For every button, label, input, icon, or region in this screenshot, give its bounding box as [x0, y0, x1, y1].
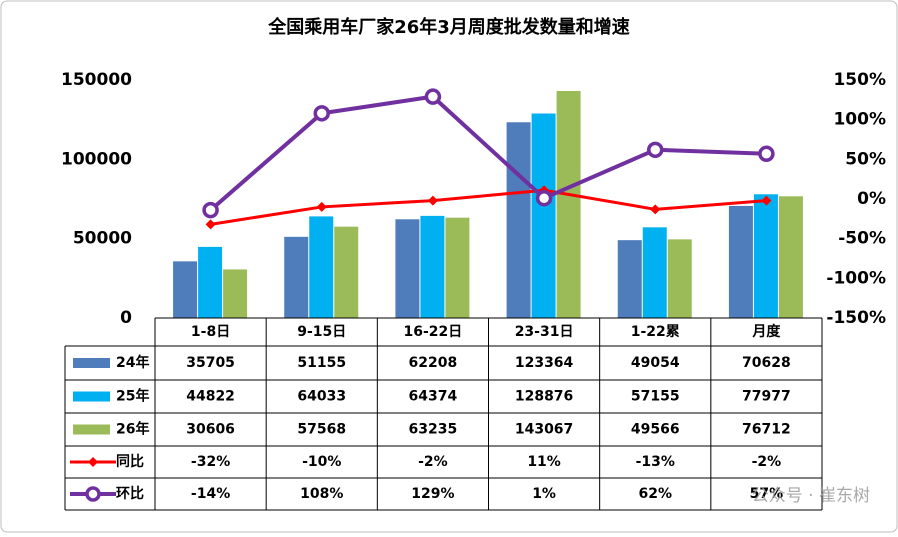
- table-cell: 44822: [186, 389, 235, 405]
- y-tick-label: 100000: [61, 149, 132, 169]
- bar: [753, 194, 778, 318]
- legend-label: 同比: [116, 453, 144, 470]
- legend-swatch: [73, 391, 110, 402]
- table-cell: -2%: [418, 454, 448, 470]
- marker: [535, 189, 553, 207]
- bar: [531, 113, 556, 318]
- marker: [202, 201, 219, 219]
- table-cell: 143067: [515, 422, 573, 438]
- table-cell: 49054: [631, 355, 680, 371]
- marker: [316, 201, 327, 212]
- table-cell: 123364: [515, 355, 574, 371]
- bar: [556, 91, 581, 318]
- table-cell: 64374: [409, 389, 458, 405]
- x-tick-label: 9-15日: [297, 324, 346, 340]
- marker: [427, 195, 438, 206]
- table-cell: 49566: [631, 422, 680, 438]
- y2-tick-label: 50%: [845, 149, 886, 169]
- legend-label: 环比: [116, 485, 144, 502]
- table-cell: 1%: [532, 486, 556, 502]
- bar: [445, 217, 470, 318]
- legend-marker: [85, 486, 101, 502]
- legend-label: 26年: [116, 421, 149, 438]
- table-cell: -14%: [191, 486, 230, 502]
- bar: [223, 269, 248, 318]
- marker: [313, 105, 330, 122]
- marker: [424, 88, 442, 105]
- x-tick-label: 1-8日: [191, 324, 230, 340]
- line: [210, 188, 767, 226]
- table-cell: 57568: [297, 422, 346, 438]
- legend-swatch: [73, 358, 110, 368]
- marker: [647, 141, 664, 159]
- table-cell: 108%: [300, 486, 343, 502]
- x-tick-label: 23-31日: [515, 324, 574, 340]
- marker: [650, 204, 661, 215]
- table-cell: 11%: [527, 454, 561, 470]
- y2-tick-label: 100%: [833, 110, 886, 130]
- line: [209, 94, 767, 212]
- table-cell: -13%: [636, 454, 675, 470]
- table-cell: 57%: [750, 486, 784, 502]
- table-cell: 77977: [742, 389, 791, 405]
- table-cell: -10%: [302, 454, 341, 470]
- x-tick-label: 16-22日: [404, 324, 463, 340]
- marker: [761, 195, 772, 206]
- table-cell: 128876: [515, 389, 573, 405]
- chart-title: 全国乘用车厂家26年3月周度批发数量和增速: [267, 16, 630, 38]
- table-cell: 62208: [409, 355, 458, 371]
- table-cell: 63235: [409, 422, 458, 438]
- legend-label: 25年: [116, 388, 149, 405]
- bar: [617, 240, 642, 318]
- bar: [284, 236, 309, 318]
- bar: [420, 215, 445, 318]
- y2-tick-label: 150%: [833, 70, 886, 90]
- watermark: 公众号 · 崔东树: [752, 486, 870, 506]
- y-tick-label: 0: [120, 308, 132, 328]
- bar: [173, 261, 198, 318]
- table-cell: 51155: [297, 355, 346, 371]
- table-cell: -32%: [191, 454, 230, 470]
- marker: [205, 219, 216, 230]
- bar: [309, 216, 334, 318]
- legend-marker: [88, 457, 98, 467]
- x-tick-label: 月度: [751, 323, 781, 340]
- table-cell: 35705: [186, 355, 235, 371]
- table-cell: 129%: [411, 486, 454, 502]
- bar: [778, 196, 803, 318]
- y-tick-label: 50000: [73, 229, 132, 249]
- table-cell: 30606: [186, 422, 235, 438]
- y2-tick-label: -50%: [838, 229, 886, 249]
- bar: [198, 246, 223, 318]
- y-tick-label: 150000: [61, 70, 132, 90]
- legend-label: 24年: [116, 354, 149, 371]
- bar: [642, 227, 667, 318]
- bar: [395, 219, 420, 318]
- table-cell: 57155: [631, 389, 680, 405]
- table-cell: 64033: [297, 389, 346, 405]
- bar: [506, 122, 531, 318]
- table-cell: 70628: [742, 355, 791, 371]
- table-cell: -2%: [752, 454, 782, 470]
- y2-tick-label: 0%: [857, 189, 886, 209]
- y2-tick-label: -150%: [826, 308, 886, 328]
- table-cell: 76712: [742, 422, 791, 438]
- x-tick-label: 1-22累: [631, 324, 680, 340]
- bar: [667, 239, 692, 318]
- table-cell: 62%: [638, 486, 672, 502]
- bar: [728, 205, 753, 318]
- legend-swatch: [73, 424, 110, 435]
- bar: [334, 226, 359, 318]
- marker: [758, 145, 775, 163]
- y2-tick-label: -100%: [826, 268, 886, 288]
